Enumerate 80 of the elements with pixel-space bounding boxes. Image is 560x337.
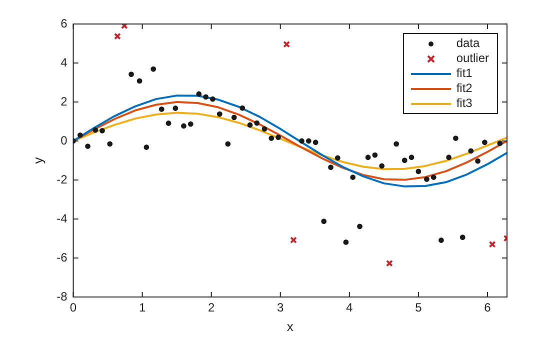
point: [262, 126, 268, 132]
point: [475, 158, 480, 164]
point: [482, 140, 488, 146]
legend-label: fit1: [456, 66, 472, 81]
point: [120, 24, 128, 30]
point: [254, 120, 260, 126]
legend-label: fit2: [456, 81, 472, 96]
point: [468, 148, 474, 154]
point: [328, 164, 334, 170]
point: [394, 141, 400, 147]
y-tick-label: -6: [56, 250, 68, 264]
x-tick-label: 1: [138, 300, 146, 315]
point: [402, 158, 408, 164]
point: [365, 154, 371, 160]
point: [247, 122, 253, 128]
legend-label: outlier: [456, 51, 489, 66]
x-tick-label: 0: [70, 300, 77, 315]
x-tick-label: 5: [415, 300, 422, 315]
point: [136, 78, 142, 84]
point: [216, 111, 222, 117]
point: [196, 91, 202, 97]
point: [430, 174, 436, 180]
point: [379, 163, 385, 169]
point: [424, 176, 430, 182]
point: [438, 238, 444, 243]
point: [321, 218, 327, 224]
x-tick-label: 3: [277, 300, 284, 315]
point: [225, 141, 231, 147]
point: [408, 154, 414, 160]
y-tick-label: -4: [56, 211, 68, 226]
legend-label: fit3: [456, 96, 472, 111]
point: [497, 140, 503, 146]
point: [312, 140, 318, 146]
point: [343, 240, 349, 245]
point: [188, 121, 194, 127]
point: [172, 106, 178, 111]
point: [181, 123, 186, 129]
y-tick-label: -8: [56, 289, 68, 304]
point: [231, 114, 237, 120]
point: [114, 32, 121, 40]
point: [150, 66, 156, 72]
point: [357, 224, 362, 230]
point: [299, 138, 304, 144]
point: [276, 134, 281, 140]
x-tick-label: 2: [208, 300, 215, 315]
point: [85, 144, 90, 149]
y-tick-label: 6: [60, 16, 68, 30]
point: [203, 94, 209, 100]
point: [334, 155, 340, 161]
x-tick-label: 4: [346, 300, 354, 315]
point: [92, 127, 98, 133]
point: [350, 174, 356, 180]
x-tick-label: 6: [484, 300, 492, 315]
legend-label: data: [456, 36, 480, 51]
y-tick-label: 4: [60, 55, 68, 70]
point: [77, 132, 83, 138]
y-tick-label: -2: [56, 172, 68, 186]
point: [306, 138, 312, 144]
point: [107, 141, 113, 147]
point: [416, 168, 422, 174]
x-axis-title: x: [286, 318, 294, 334]
point: [283, 40, 290, 48]
point: [386, 260, 393, 267]
y-axis-title: y: [30, 156, 46, 164]
point: [100, 128, 105, 134]
point: [158, 106, 164, 112]
point: [128, 72, 134, 78]
y-tick-label: 2: [60, 94, 68, 108]
point: [453, 136, 458, 141]
point: [460, 234, 466, 240]
point: [290, 236, 297, 244]
point: [268, 136, 274, 141]
point: [446, 154, 452, 160]
point: [372, 152, 378, 158]
point: [166, 120, 172, 126]
point: [144, 144, 150, 150]
point: [240, 105, 246, 111]
point: [488, 240, 496, 248]
y-tick-label: 0: [60, 133, 68, 148]
point: [210, 96, 216, 102]
